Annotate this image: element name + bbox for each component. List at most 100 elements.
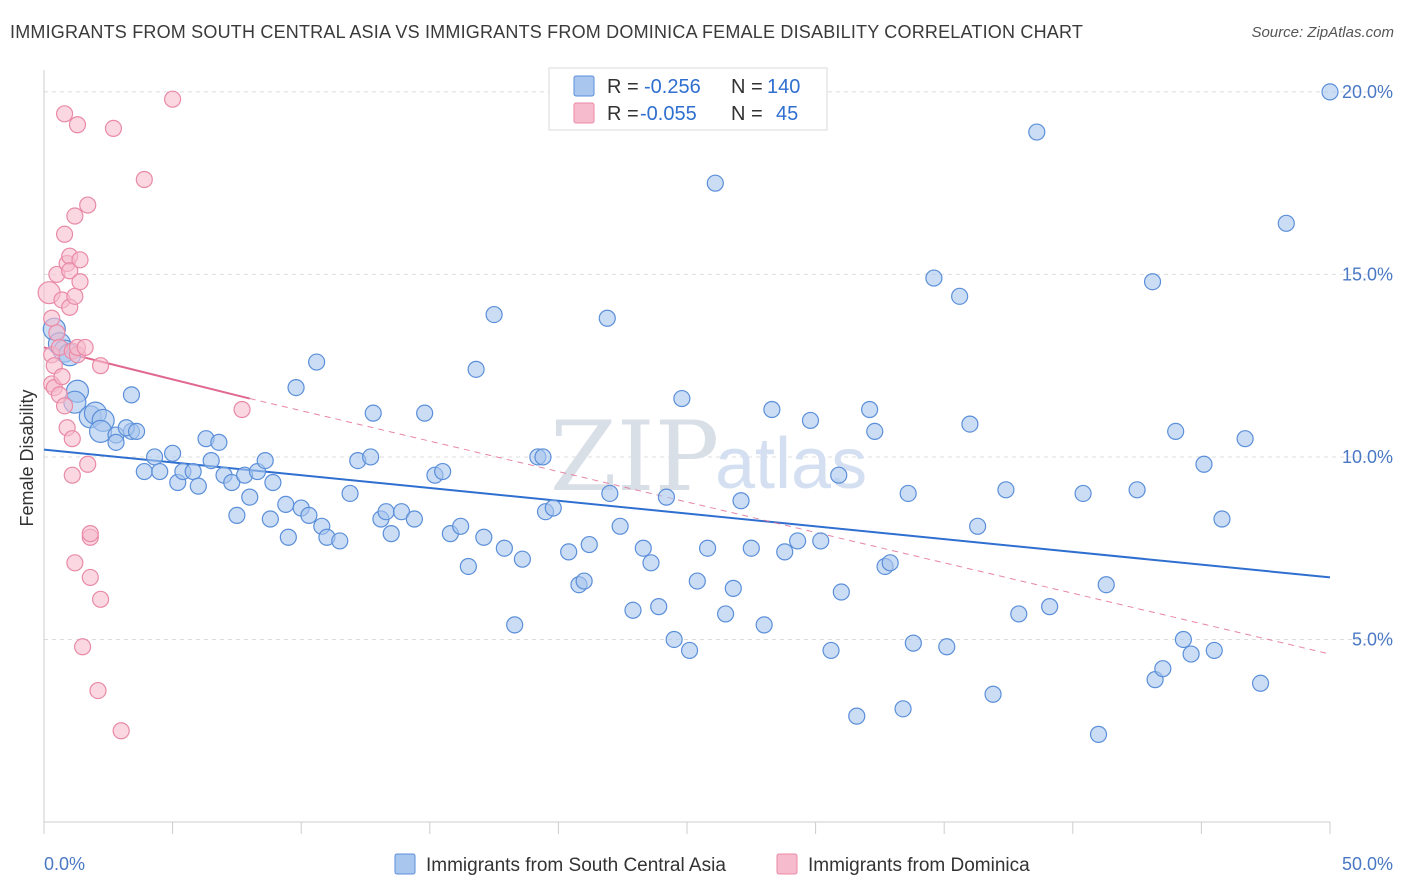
- data-point: [716, 605, 735, 623]
- data-point: [55, 397, 74, 415]
- data-point: [969, 517, 987, 535]
- data-point: [71, 251, 89, 269]
- data-point: [832, 583, 850, 601]
- data-point: [724, 579, 742, 597]
- data-point: [732, 492, 750, 510]
- data-point: [81, 525, 99, 543]
- data-point: [848, 707, 866, 725]
- data-point: [755, 616, 773, 634]
- data-point: [256, 452, 274, 470]
- data-point: [63, 430, 81, 448]
- data-point: [580, 535, 598, 554]
- data-point: [362, 448, 380, 466]
- bottom-legend-label-pink: Immigrants from Dominica: [808, 855, 1030, 876]
- data-point: [688, 572, 706, 590]
- data-point: [135, 462, 153, 481]
- x-tick-labels: 0.0% 50.0%: [44, 854, 1393, 874]
- data-point: [164, 90, 182, 108]
- data-point: [1213, 510, 1231, 528]
- data-point: [1167, 422, 1185, 440]
- legend-r-value: -0.055: [640, 103, 697, 125]
- data-point: [698, 539, 717, 557]
- data-point: [300, 506, 318, 524]
- y-axis-title: Female Disability: [17, 389, 37, 526]
- data-point: [1041, 598, 1059, 616]
- legend-r-label: R =: [607, 76, 639, 98]
- top-legend: R = -0.256 N = 140 R = -0.055 N = 45: [548, 67, 828, 131]
- data-point: [894, 700, 912, 718]
- data-point: [881, 554, 899, 572]
- data-point: [866, 422, 884, 440]
- bottom-legend-label-blue: Immigrants from South Central Asia: [426, 855, 726, 876]
- legend-r-label: R =: [607, 103, 639, 125]
- data-point: [241, 488, 259, 506]
- data-point: [184, 462, 202, 481]
- data-point: [1089, 725, 1108, 743]
- data-point: [822, 641, 840, 660]
- data-point: [308, 353, 326, 371]
- data-point: [861, 400, 879, 419]
- legend-r-value: -0.256: [644, 76, 701, 98]
- bottom-legend-swatch-blue: [394, 853, 416, 875]
- data-point: [788, 532, 807, 550]
- series-dominica: [37, 90, 251, 740]
- data-point: [66, 287, 84, 305]
- data-point: [53, 368, 71, 386]
- data-point: [650, 598, 668, 616]
- data-point: [1195, 455, 1213, 473]
- data-point: [364, 404, 382, 422]
- data-point: [938, 638, 956, 656]
- data-point: [233, 400, 251, 419]
- data-point: [145, 448, 164, 466]
- data-point: [382, 525, 400, 543]
- data-point: [642, 554, 660, 572]
- data-point: [801, 411, 820, 430]
- data-point: [961, 415, 979, 433]
- source-label: Source: ZipAtlas.com: [1251, 24, 1394, 41]
- data-point: [202, 452, 220, 470]
- data-point: [261, 510, 279, 528]
- data-point: [984, 685, 1002, 703]
- y-tick-label: 15.0%: [1342, 264, 1393, 284]
- data-point: [534, 448, 552, 466]
- watermark-atlas: atlas: [715, 424, 867, 504]
- data-point: [210, 433, 228, 451]
- data-point: [66, 207, 84, 225]
- data-point: [68, 116, 87, 134]
- data-point: [223, 473, 241, 492]
- data-point: [1074, 484, 1092, 503]
- x-tick-label: 0.0%: [44, 854, 85, 874]
- data-point: [48, 324, 66, 342]
- data-point: [228, 506, 246, 524]
- data-point: [189, 477, 207, 495]
- data-point: [657, 488, 676, 506]
- data-point: [1182, 645, 1200, 663]
- watermark-zip: ZIP: [550, 401, 719, 513]
- data-point: [673, 389, 691, 408]
- data-point: [544, 499, 562, 517]
- data-point: [63, 466, 81, 484]
- x-tick-label: 50.0%: [1342, 854, 1393, 874]
- data-point: [122, 386, 141, 404]
- data-point: [1174, 630, 1192, 649]
- data-point: [164, 444, 182, 462]
- data-point: [434, 462, 452, 481]
- data-point: [91, 590, 110, 608]
- data-point: [43, 309, 61, 327]
- data-point: [107, 433, 125, 451]
- watermark: ZIP atlas: [550, 401, 867, 513]
- data-point: [55, 225, 74, 243]
- data-point: [55, 105, 74, 123]
- data-point: [485, 305, 503, 324]
- y-tick-labels: 5.0% 10.0% 15.0% 20.0%: [1342, 82, 1393, 650]
- data-point: [1154, 660, 1172, 678]
- bottom-legend-swatch-pink: [776, 853, 798, 875]
- y-tick-label: 10.0%: [1342, 447, 1393, 467]
- trend-line-pink-dashed: [249, 398, 1331, 655]
- data-point: [706, 174, 724, 192]
- data-point: [392, 503, 411, 521]
- data-point: [104, 119, 123, 138]
- data-point: [277, 495, 295, 514]
- y-tick-label: 5.0%: [1352, 629, 1393, 649]
- data-point: [812, 532, 830, 550]
